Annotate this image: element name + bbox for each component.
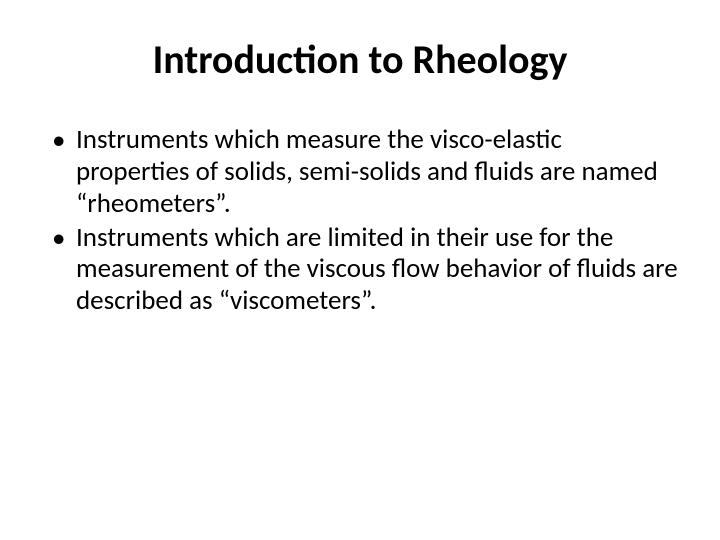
list-item: • Instruments which are limited in their… — [46, 222, 680, 318]
bullet-text: Instruments which measure the visco-elas… — [76, 123, 658, 220]
bullet-icon: • — [52, 125, 65, 157]
bullet-text: Instruments which are limited in their u… — [76, 221, 678, 318]
slide-title: Introduction to Rheology — [40, 38, 680, 82]
bullet-icon: • — [52, 223, 65, 255]
list-item: • Instruments which measure the visco-el… — [46, 124, 680, 220]
slide: Introduction to Rheology • Instruments w… — [0, 0, 720, 540]
bullet-list: • Instruments which measure the visco-el… — [40, 124, 680, 317]
